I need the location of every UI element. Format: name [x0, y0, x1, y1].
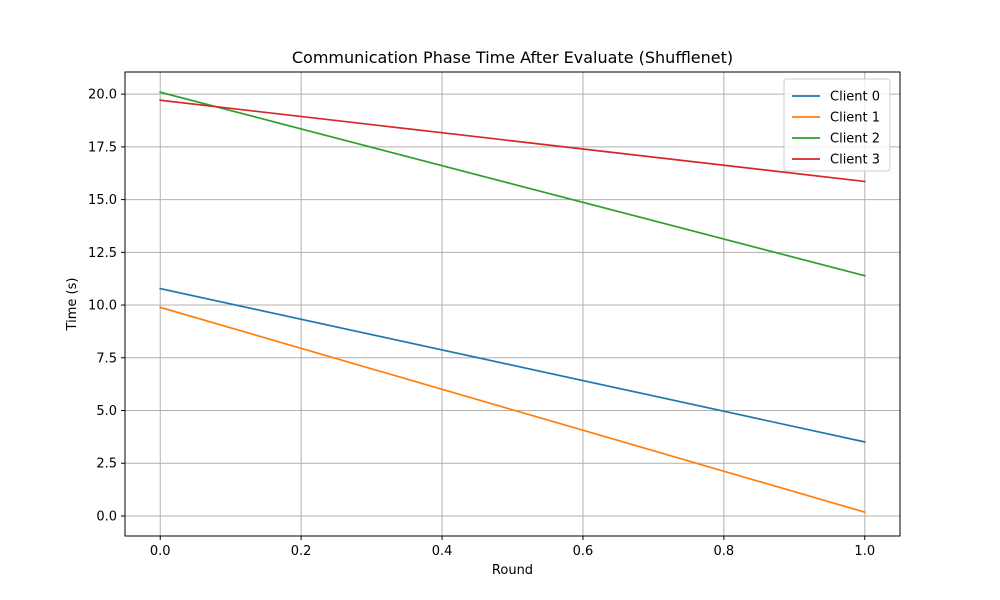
series-line-client-0 [159, 287, 866, 443]
chart-title: Communication Phase Time After Evaluate … [292, 48, 733, 67]
y-tick-label: 15.0 [88, 193, 117, 208]
x-tick-label: 0.6 [573, 544, 594, 559]
x-tick-label: 0.4 [432, 544, 453, 559]
y-tick-label: 10.0 [88, 299, 117, 314]
y-tick-label: 2.5 [96, 457, 117, 472]
series-line-client-3 [159, 99, 866, 183]
legend-label-client-0: Client 0 [830, 90, 880, 105]
y-tick-label: 0.0 [96, 509, 117, 524]
x-axis-label: Round [492, 563, 533, 578]
plot-frame [124, 71, 901, 537]
y-tick-label: 20.0 [88, 88, 117, 103]
legend-box [783, 78, 891, 172]
legend: Client 0 Client 1 Client 2 Client 3 [783, 78, 891, 172]
y-tick-label: 12.5 [88, 246, 117, 261]
y-tick-label: 17.5 [88, 140, 117, 155]
x-tick-label: 1.0 [854, 544, 875, 559]
y-axis-label: Time (s) [65, 278, 80, 332]
x-tick-label: 0.2 [291, 544, 312, 559]
axis-ticks: 0.0 0.2 0.4 0.6 0.8 1.0 0.0 2.5 5.0 7.5 10.0 12.5 15… [88, 88, 875, 559]
x-tick-label: 0.0 [150, 544, 171, 559]
y-tick-label: 5.0 [96, 404, 117, 419]
legend-label-client-2: Client 2 [830, 132, 880, 147]
series-line-client-1 [159, 306, 866, 514]
legend-label-client-3: Client 3 [830, 153, 880, 168]
y-tick-label: 7.5 [96, 351, 117, 366]
series-lines [159, 91, 866, 514]
x-tick-label: 0.8 [714, 544, 735, 559]
legend-label-client-1: Client 1 [830, 111, 880, 126]
series-line-client-2 [159, 91, 866, 277]
